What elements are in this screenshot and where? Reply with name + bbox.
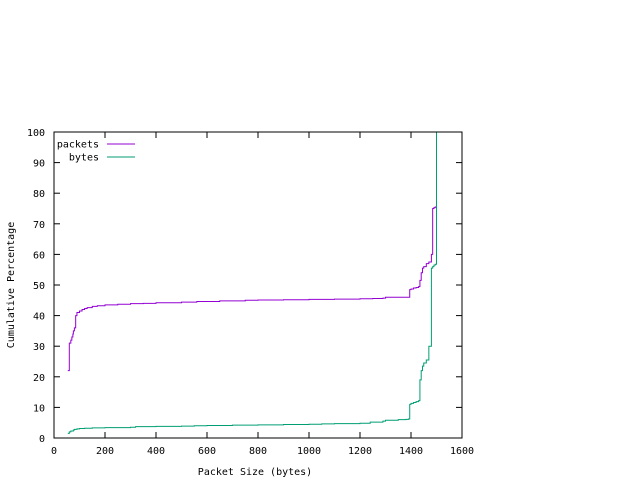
x-tick-label: 0 [51, 446, 57, 457]
y-tick-label: 70 [33, 220, 45, 231]
plot-lines [67, 132, 437, 434]
x-tick-label: 1400 [399, 446, 423, 457]
y-tick-label: 0 [39, 434, 45, 445]
x-tick-label: 600 [198, 446, 216, 457]
x-tick-label: 800 [249, 446, 267, 457]
y-tick-label: 10 [33, 403, 45, 414]
legend-label-packets: packets [57, 140, 99, 151]
y-axis: 0 10 20 30 40 50 60 70 80 90 100 [27, 128, 462, 445]
legend-label-bytes: bytes [69, 153, 99, 164]
y-tick-label: 90 [33, 159, 45, 170]
y-axis-label: Cumulative Percentage [6, 222, 17, 348]
y-tick-label: 60 [33, 250, 45, 261]
x-axis-label: Packet Size (bytes) [198, 467, 312, 478]
y-tick-label: 30 [33, 342, 45, 353]
y-tick-label: 50 [33, 281, 45, 292]
series-line-bytes [67, 132, 437, 434]
x-tick-label: 200 [96, 446, 114, 457]
plot-border [53, 131, 463, 439]
plot-frame [53, 131, 463, 439]
x-tick-label: 1000 [297, 446, 321, 457]
x-tick-label: 1600 [450, 446, 474, 457]
x-tick-label: 1200 [348, 446, 372, 457]
y-tick-label: 20 [33, 373, 45, 384]
y-tick-label: 80 [33, 189, 45, 200]
x-axis: 0 200 400 600 800 1000 1200 1400 1600 [51, 132, 474, 457]
series-line-packets [67, 132, 437, 372]
y-tick-label: 40 [33, 312, 45, 323]
legend: packets bytes [57, 140, 135, 164]
x-tick-label: 400 [147, 446, 165, 457]
y-tick-label: 100 [27, 128, 45, 139]
